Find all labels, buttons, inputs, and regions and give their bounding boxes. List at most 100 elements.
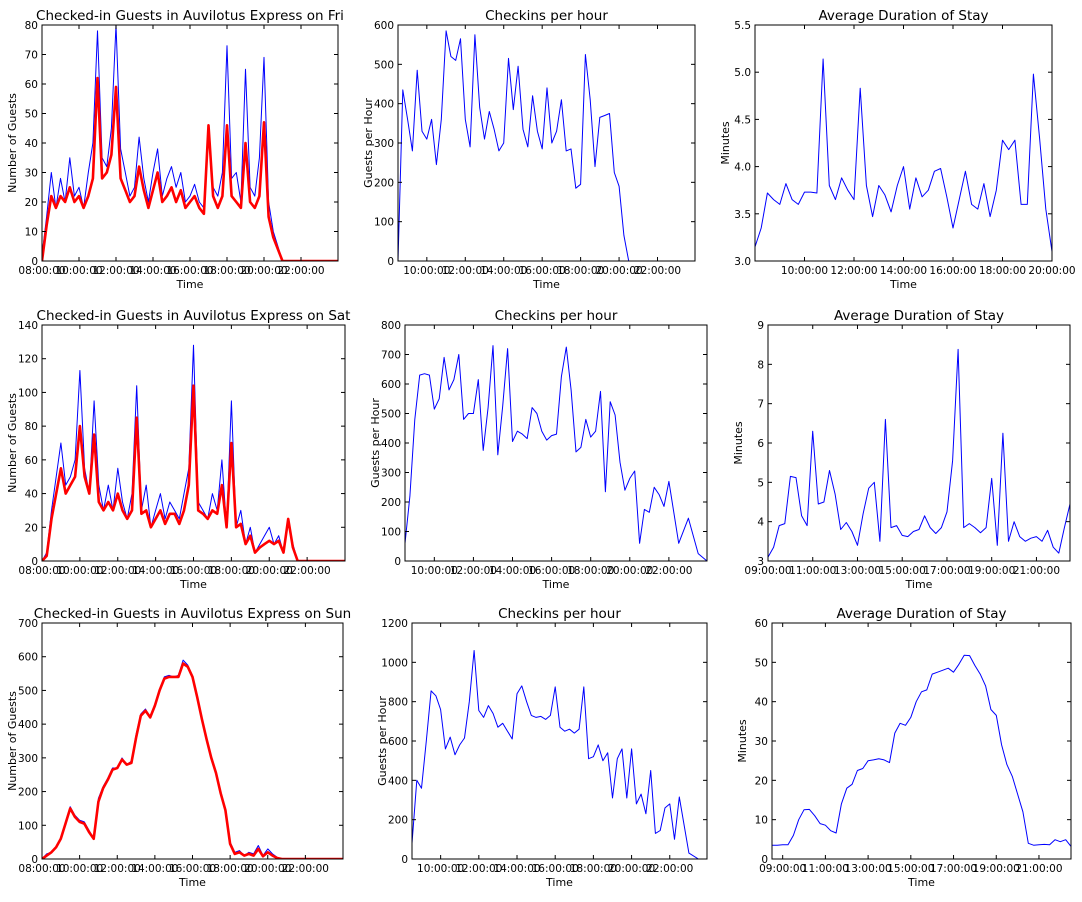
y-tick-label: 500	[18, 685, 38, 697]
y-tick-label: 400	[374, 99, 394, 111]
y-axis-label: Minutes	[732, 421, 745, 465]
y-tick-label: 80	[25, 20, 38, 32]
x-tick-label: 20:00:00	[608, 863, 655, 875]
x-tick-label: 12:00:00	[830, 265, 877, 277]
x-tick-label: 10:00:00	[417, 863, 464, 875]
x-tick-label: 14:00:00	[480, 265, 527, 277]
x-tick-label: 13:00:00	[845, 863, 892, 875]
x-tick-label: 16:00:00	[170, 565, 217, 577]
y-tick-label: 30	[755, 736, 768, 748]
x-tick-label: 09:00:00	[744, 565, 791, 577]
y-tick-label: 1200	[381, 618, 408, 630]
x-tick-label: 20:00:00	[595, 265, 642, 277]
series-line-1	[755, 58, 1052, 252]
y-tick-label: 600	[374, 20, 394, 32]
x-tick-label: 22:00:00	[646, 863, 693, 875]
y-axis-label: Number of Guests	[6, 393, 19, 493]
x-tick-label: 22:00:00	[284, 565, 331, 577]
x-tick-label: 14:00:00	[131, 863, 178, 875]
chart-panel-7: 0 100 200 300 400 500 600 700 08:00:0010:00:0012…	[6, 606, 351, 889]
series-line-2	[42, 384, 345, 561]
y-tick-label: 7	[757, 399, 764, 411]
y-axis-label: Guests per Hour	[369, 398, 382, 488]
y-tick-label: 800	[388, 697, 408, 709]
chart-panel-3: 3.0 3.5 4.0 4.5 5.0 5.5 10:00:00 12:00:00 14:00:…	[719, 8, 1076, 291]
y-tick-label: 0	[31, 556, 38, 568]
y-tick-label: 140	[18, 320, 38, 332]
y-tick-label: 0	[387, 256, 394, 268]
y-tick-label: 20	[25, 197, 38, 209]
y-axis-label: Number of Guests	[6, 691, 19, 791]
y-tick-label: 0	[401, 854, 408, 866]
x-tick-label: 13:00:00	[834, 565, 881, 577]
x-tick-label: 16:00:00	[528, 565, 575, 577]
y-axis-label: Guests per Hour	[362, 98, 375, 188]
y-tick-label: 5.0	[734, 67, 751, 79]
y-axis-label: Number of Guests	[6, 93, 19, 193]
y-tick-label: 3.5	[734, 209, 751, 221]
chart-title: Checkins per hour	[495, 308, 618, 324]
plot-frame	[411, 622, 708, 860]
chart-title: Average Duration of Stay	[836, 606, 1006, 622]
plot-frame	[771, 622, 1072, 860]
y-tick-label: 60	[25, 79, 38, 91]
x-axis-label: Time	[532, 278, 560, 291]
x-tick-label: 20:00:00	[240, 265, 287, 277]
y-axis-label: Guests per Hour	[376, 696, 389, 786]
y-tick-label: 0	[761, 854, 768, 866]
y-tick-label: 400	[381, 438, 401, 450]
x-axis-label: Time	[542, 578, 570, 591]
x-tick-label: 09:00:00	[759, 863, 806, 875]
x-tick-label: 18:00:00	[570, 863, 617, 875]
y-tick-label: 10	[25, 227, 38, 239]
y-tick-label: 40	[755, 697, 768, 709]
y-tick-label: 60	[25, 455, 38, 467]
x-tick-label: 18:00:00	[567, 565, 614, 577]
chart-panel-8: 0 200 400 600 800 1000 1200 10:00:0012:00:0014:…	[376, 606, 708, 889]
x-tick-label: 10:00:00	[55, 265, 102, 277]
x-axis-label: Time	[178, 876, 206, 889]
y-tick-label: 8	[757, 359, 764, 371]
x-tick-label: 14:00:00	[489, 565, 536, 577]
x-axis-label: Time	[179, 578, 207, 591]
y-tick-label: 100	[18, 387, 38, 399]
series-line-1	[405, 345, 707, 561]
chart-panel-9: 0 10 20 30 40 50 60 09:00:0011:00:0013:00:0015:…	[736, 606, 1072, 889]
series-line-1	[42, 25, 338, 261]
x-tick-label: 21:00:00	[1013, 565, 1060, 577]
y-tick-label: 0	[394, 556, 401, 568]
chart-title: Average Duration of Stay	[834, 308, 1004, 324]
y-tick-label: 60	[755, 618, 768, 630]
y-tick-label: 0	[31, 256, 38, 268]
chart-title: Average Duration of Stay	[818, 8, 988, 24]
y-tick-label: 600	[18, 652, 38, 664]
x-tick-label: 10:00:00	[411, 565, 458, 577]
x-tick-label: 20:00:00	[1028, 265, 1075, 277]
series-line-1	[768, 348, 1070, 558]
x-tick-label: 18:00:00	[979, 265, 1026, 277]
x-tick-label: 18:00:00	[203, 265, 250, 277]
x-tick-label: 12:00:00	[450, 565, 497, 577]
series-line-2	[42, 76, 338, 261]
y-tick-label: 50	[755, 657, 768, 669]
y-tick-label: 0	[31, 854, 38, 866]
y-tick-label: 3.0	[734, 256, 751, 268]
plot-frame	[41, 622, 344, 860]
plot-frame	[404, 324, 708, 562]
y-tick-label: 30	[25, 168, 38, 180]
x-tick-label: 22:00:00	[634, 265, 681, 277]
x-tick-label: 15:00:00	[887, 863, 934, 875]
x-tick-label: 20:00:00	[244, 863, 291, 875]
y-tick-label: 200	[388, 815, 408, 827]
chart-title: Checked-in Guests in Auvilotus Express o…	[34, 606, 351, 622]
x-tick-label: 12:00:00	[94, 565, 141, 577]
plot-frame	[397, 24, 696, 262]
x-tick-label: 14:00:00	[493, 863, 540, 875]
y-tick-label: 50	[25, 109, 38, 121]
x-axis-label: Time	[905, 578, 933, 591]
x-tick-label: 17:00:00	[923, 565, 970, 577]
x-tick-label: 19:00:00	[968, 565, 1015, 577]
y-tick-label: 4	[757, 517, 764, 529]
y-tick-label: 3	[757, 556, 764, 568]
